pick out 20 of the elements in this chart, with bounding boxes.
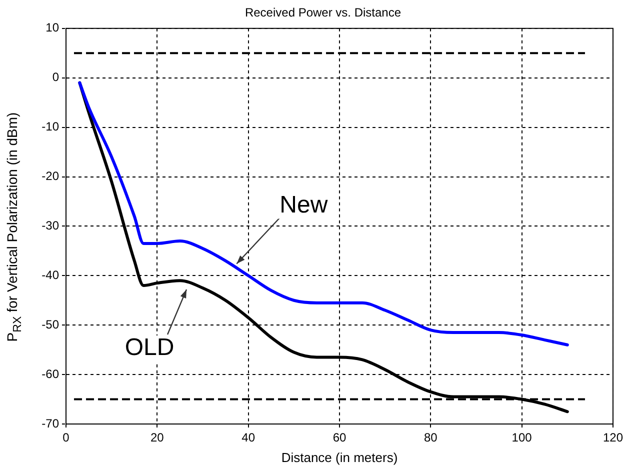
y-tick-label: -10 [42, 120, 60, 134]
y-tick-label: 0 [52, 70, 60, 84]
x-tick-label: 80 [424, 430, 438, 445]
y-tick-label: -20 [42, 169, 60, 184]
x-axis-title: Distance (in meters) [281, 450, 398, 465]
x-tick-label: 60 [332, 430, 346, 445]
x-tick-label: 20 [150, 430, 164, 445]
chart-title: Received Power vs. Distance [244, 6, 402, 20]
x-tick-label: 40 [242, 430, 256, 445]
y-tick-label: -60 [42, 366, 60, 381]
y-tick-label: 10 [46, 20, 60, 35]
y-tick-label: -40 [42, 268, 60, 282]
x-tick-label: 100 [512, 430, 532, 445]
y-tick-label: -30 [42, 218, 60, 233]
annotation: OLD [124, 334, 174, 362]
y-tick-label: -50 [42, 317, 60, 332]
y-tick-label: -70 [42, 416, 60, 430]
x-tick-label: 120 [602, 430, 624, 445]
annotation: New [280, 191, 328, 218]
x-tick-label: 0 [62, 430, 70, 445]
